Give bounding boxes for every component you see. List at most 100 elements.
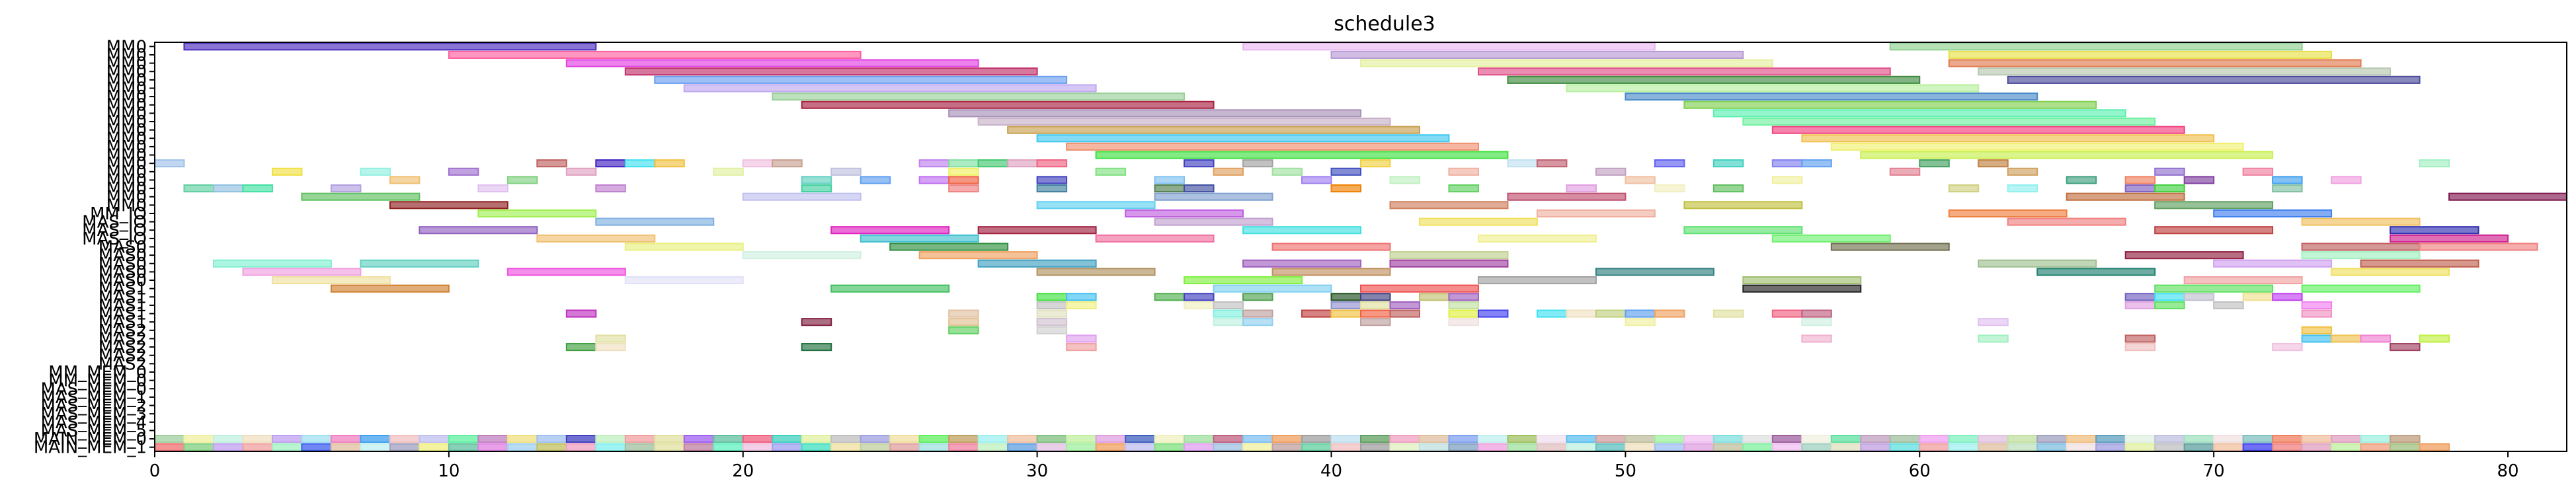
schedule-bar bbox=[1360, 318, 1391, 326]
schedule-bar bbox=[1184, 184, 1215, 193]
schedule-bar bbox=[1448, 293, 1479, 301]
x-tick-label: 20 bbox=[732, 461, 754, 481]
main-mem-block bbox=[948, 434, 979, 443]
schedule-bar bbox=[1712, 309, 1744, 318]
schedule-bar bbox=[1801, 309, 1832, 318]
schedule-bar bbox=[2301, 251, 2421, 260]
schedule-bar bbox=[389, 201, 508, 209]
schedule-bar bbox=[2390, 343, 2421, 352]
main-mem-block bbox=[1418, 434, 1450, 443]
schedule-bar bbox=[448, 167, 479, 176]
y-tick-label: MAS_MEM_2 bbox=[40, 397, 147, 416]
main-mem-block bbox=[1507, 443, 1538, 451]
main-mem-block bbox=[918, 443, 950, 451]
main-mem-block bbox=[183, 443, 214, 451]
schedule-bar bbox=[301, 192, 421, 201]
main-mem-block bbox=[1712, 443, 1744, 451]
schedule-bar bbox=[595, 343, 626, 352]
schedule-bar bbox=[2390, 226, 2479, 235]
schedule-bar bbox=[1242, 226, 1362, 235]
schedule-bar bbox=[595, 217, 715, 226]
schedule-bar bbox=[1154, 217, 1273, 226]
schedule-bar bbox=[1184, 301, 1215, 309]
schedule-bar bbox=[595, 159, 626, 168]
x-tick-label: 70 bbox=[2203, 461, 2225, 481]
schedule-bar bbox=[1742, 117, 2156, 126]
y-tick-label: MM0 bbox=[106, 37, 147, 57]
schedule-bar bbox=[1066, 301, 1097, 309]
schedule-bar bbox=[860, 176, 891, 184]
schedule-bar bbox=[2419, 334, 2450, 343]
main-mem-block bbox=[2066, 434, 2097, 443]
schedule-bar bbox=[2213, 209, 2333, 218]
main-mem-block bbox=[1095, 434, 1127, 443]
schedule-bar bbox=[506, 268, 626, 276]
x-tick-label: 10 bbox=[438, 461, 460, 481]
main-mem-block bbox=[154, 434, 185, 443]
y-tick-label: MM0 bbox=[106, 171, 147, 190]
schedule-bar bbox=[389, 176, 421, 184]
main-mem-block bbox=[301, 443, 332, 451]
schedule-bar bbox=[1389, 176, 1420, 184]
schedule-bar bbox=[1507, 75, 1921, 84]
schedule-bar bbox=[1271, 167, 1303, 176]
y-axis: MM0MM0MM0MM0MM0MM0MM0MM0MM0MM0MM0MM0MM0M… bbox=[34, 37, 155, 458]
main-mem-block bbox=[595, 443, 626, 451]
y-tick-label: MAS2 bbox=[99, 346, 147, 366]
schedule-bar bbox=[1448, 318, 1479, 326]
main-mem-block bbox=[2036, 434, 2068, 443]
main-mem-block bbox=[1742, 434, 1773, 443]
schedule-bar bbox=[595, 184, 626, 193]
main-mem-block bbox=[360, 434, 391, 443]
main-mem-block bbox=[1978, 434, 2009, 443]
schedule-bar bbox=[830, 284, 950, 293]
y-tick-label: MM0 bbox=[106, 104, 147, 124]
schedule-bar bbox=[948, 318, 979, 326]
schedule-bar bbox=[536, 234, 656, 243]
y-tick-label: MAS_MEM_3 bbox=[40, 404, 147, 424]
schedule-bar bbox=[2154, 201, 2274, 209]
schedule-bar bbox=[918, 176, 950, 184]
schedule-bar bbox=[1712, 109, 2126, 118]
main-mem-block bbox=[1301, 443, 1332, 451]
schedule-bar bbox=[654, 159, 685, 168]
y-tick-label: MAS1 bbox=[99, 280, 147, 299]
schedule-bar bbox=[1625, 176, 1656, 184]
chart-title: schedule3 bbox=[1334, 13, 1435, 36]
main-mem-block bbox=[772, 434, 803, 443]
schedule-bar bbox=[1771, 159, 1803, 168]
schedule-bar bbox=[1154, 176, 1186, 184]
plot-frame bbox=[154, 42, 2567, 452]
schedule-bar bbox=[1066, 334, 1097, 343]
main-mem-block bbox=[2124, 443, 2156, 451]
main-mem-block bbox=[2154, 434, 2185, 443]
schedule-bar bbox=[1242, 318, 1273, 326]
y-tick-label: MM0 bbox=[106, 154, 147, 174]
schedule-bar bbox=[2272, 176, 2303, 184]
main-mem-block bbox=[271, 434, 303, 443]
main-mem-block bbox=[1360, 443, 1391, 451]
schedule-bar bbox=[1742, 276, 1862, 285]
schedule-bar bbox=[1683, 201, 1803, 209]
schedule-bar bbox=[1213, 301, 1244, 309]
main-mem-block bbox=[301, 434, 332, 443]
schedule-bar bbox=[2213, 259, 2333, 268]
y-tick-label: MAS0 bbox=[99, 254, 147, 274]
schedule-bar bbox=[1978, 67, 2392, 76]
schedule-bar bbox=[2360, 259, 2479, 268]
schedule-bar bbox=[918, 251, 1038, 260]
y-tick-label: MAS_IO bbox=[82, 229, 147, 249]
schedule-bar bbox=[1566, 184, 1597, 193]
schedule-bar bbox=[2301, 326, 2333, 334]
bars-layer bbox=[154, 42, 2568, 451]
schedule-bar bbox=[2154, 184, 2185, 193]
schedule-bar bbox=[1919, 159, 1950, 168]
main-mem-block bbox=[830, 443, 862, 451]
schedule-bar bbox=[801, 100, 1215, 109]
schedule-bar bbox=[1389, 251, 1509, 260]
y-tick-label: MAS2 bbox=[99, 354, 147, 374]
main-mem-block bbox=[654, 443, 685, 451]
main-mem-block bbox=[1919, 443, 1950, 451]
y-tick-label: MM0 bbox=[106, 87, 147, 107]
